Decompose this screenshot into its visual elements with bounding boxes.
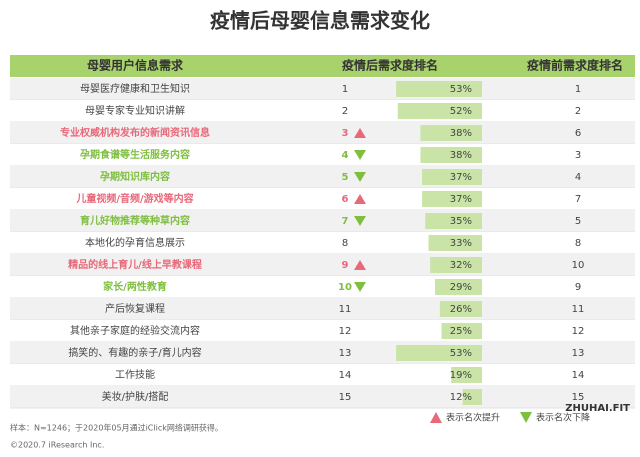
percent-bar bbox=[420, 125, 482, 141]
percent-label: 53% bbox=[450, 84, 472, 95]
percent-bar bbox=[428, 235, 482, 251]
need: 孕期食谱等生活服务内容 bbox=[80, 148, 190, 161]
header-bg bbox=[10, 55, 635, 77]
percent-label: 29% bbox=[450, 282, 472, 293]
need: 精品的线上育儿/线上早教课程 bbox=[68, 258, 202, 271]
need: 母婴医疗健康和卫生知识 bbox=[80, 82, 190, 95]
percent-bar bbox=[420, 147, 482, 163]
down-icon bbox=[354, 172, 366, 182]
percent-label: 32% bbox=[450, 260, 472, 271]
percent-label: 38% bbox=[450, 128, 472, 139]
up-icon bbox=[354, 260, 366, 270]
need: 家长/两性教育 bbox=[103, 280, 167, 293]
down-icon bbox=[354, 150, 366, 160]
rank-before: 8 bbox=[575, 238, 581, 249]
rank-before: 10 bbox=[572, 260, 585, 271]
row-bg bbox=[10, 364, 635, 386]
percent-label: 38% bbox=[450, 150, 472, 161]
rank-after: 12 bbox=[339, 326, 352, 337]
legend-down-icon bbox=[520, 412, 532, 423]
rank-after: 9 bbox=[342, 260, 349, 271]
rank-after: 10 bbox=[338, 282, 352, 293]
rank-after: 1 bbox=[342, 84, 348, 95]
legend-up: 表示名次提升 bbox=[446, 412, 500, 424]
legend-up-icon bbox=[430, 412, 442, 423]
need: 专业权威机构发布的新闻资讯信息 bbox=[60, 126, 210, 139]
percent-label: 26% bbox=[450, 304, 472, 315]
rank-before: 14 bbox=[572, 370, 585, 381]
up-icon bbox=[354, 128, 366, 138]
percent-bar bbox=[397, 103, 482, 119]
percent-bar bbox=[430, 257, 482, 273]
need: 工作技能 bbox=[115, 368, 155, 381]
rank-after: 5 bbox=[342, 172, 349, 183]
up-icon bbox=[354, 194, 366, 204]
legend-down: 表示名次下降 bbox=[536, 412, 590, 424]
need: 美妆/护肤/搭配 bbox=[102, 390, 169, 403]
need: 其他亲子家庭的经验交流内容 bbox=[70, 324, 200, 337]
rank-after: 4 bbox=[342, 150, 349, 161]
percent-label: 12% bbox=[450, 392, 472, 403]
rank-before: 3 bbox=[575, 150, 581, 161]
percent-bar bbox=[422, 191, 482, 207]
rank-after: 15 bbox=[339, 392, 352, 403]
percent-bar bbox=[441, 323, 482, 339]
need: 孕期知识库内容 bbox=[100, 170, 170, 183]
note: 样本：N=1246；于2020年05月通过iClick网络调研获得。 bbox=[10, 423, 223, 433]
need: 母婴专家专业知识讲解 bbox=[85, 104, 185, 117]
rank-before: 6 bbox=[575, 128, 581, 139]
rank-before: 2 bbox=[575, 106, 581, 117]
percent-bar bbox=[396, 345, 482, 361]
percent-label: 53% bbox=[450, 348, 472, 359]
rank-after: 13 bbox=[339, 348, 352, 359]
rank-before: 1 bbox=[575, 84, 581, 95]
rank-before: 11 bbox=[572, 304, 585, 315]
percent-label: 52% bbox=[450, 106, 472, 117]
percent-bar bbox=[435, 279, 482, 295]
rank-after: 6 bbox=[342, 194, 349, 205]
rank-after: 2 bbox=[342, 106, 348, 117]
row-bg bbox=[10, 298, 635, 320]
header: 疫情后需求度排名 bbox=[342, 58, 438, 73]
percent-bar bbox=[439, 301, 482, 317]
need: 搞笑的、有趣的亲子/育儿内容 bbox=[68, 346, 201, 359]
rank-after: 11 bbox=[339, 304, 352, 315]
rank-after: 14 bbox=[339, 370, 352, 381]
need: 本地化的孕育信息展示 bbox=[85, 236, 185, 249]
copyright: ©2020.7 iResearch Inc. bbox=[10, 441, 104, 450]
need: 儿童视频/音频/游戏等内容 bbox=[75, 192, 193, 205]
rank-after: 7 bbox=[342, 216, 349, 227]
rank-before: 9 bbox=[575, 282, 581, 293]
rank-before: 13 bbox=[572, 348, 585, 359]
percent-label: 37% bbox=[450, 172, 472, 183]
watermark: ZHUHAI.FIT bbox=[565, 403, 630, 414]
rank-before: 12 bbox=[572, 326, 585, 337]
percent-bar bbox=[462, 389, 482, 405]
percent-bar bbox=[422, 169, 482, 185]
rank-before: 4 bbox=[575, 172, 581, 183]
header: 疫情前需求度排名 bbox=[527, 58, 623, 73]
percent-label: 37% bbox=[450, 194, 472, 205]
header: 母婴用户信息需求 bbox=[87, 58, 184, 73]
need: 产后恢复课程 bbox=[105, 302, 165, 315]
rank-before: 5 bbox=[575, 216, 581, 227]
down-icon bbox=[354, 216, 366, 226]
percent-bar bbox=[425, 213, 482, 229]
down-icon bbox=[354, 282, 366, 292]
percent-bar bbox=[451, 367, 482, 383]
need: 育儿好物推荐等种草内容 bbox=[80, 214, 190, 227]
rank-before: 15 bbox=[572, 392, 585, 403]
percent-label: 35% bbox=[450, 216, 472, 227]
percent-label: 33% bbox=[450, 238, 472, 249]
rank-after: 3 bbox=[342, 128, 349, 139]
percent-label: 25% bbox=[450, 326, 472, 337]
percent-label: 19% bbox=[450, 370, 472, 381]
rank-after: 8 bbox=[342, 238, 348, 249]
rank-before: 7 bbox=[575, 194, 581, 205]
title: 疫情后母婴信息需求变化 bbox=[210, 9, 430, 33]
percent-bar bbox=[396, 81, 482, 97]
